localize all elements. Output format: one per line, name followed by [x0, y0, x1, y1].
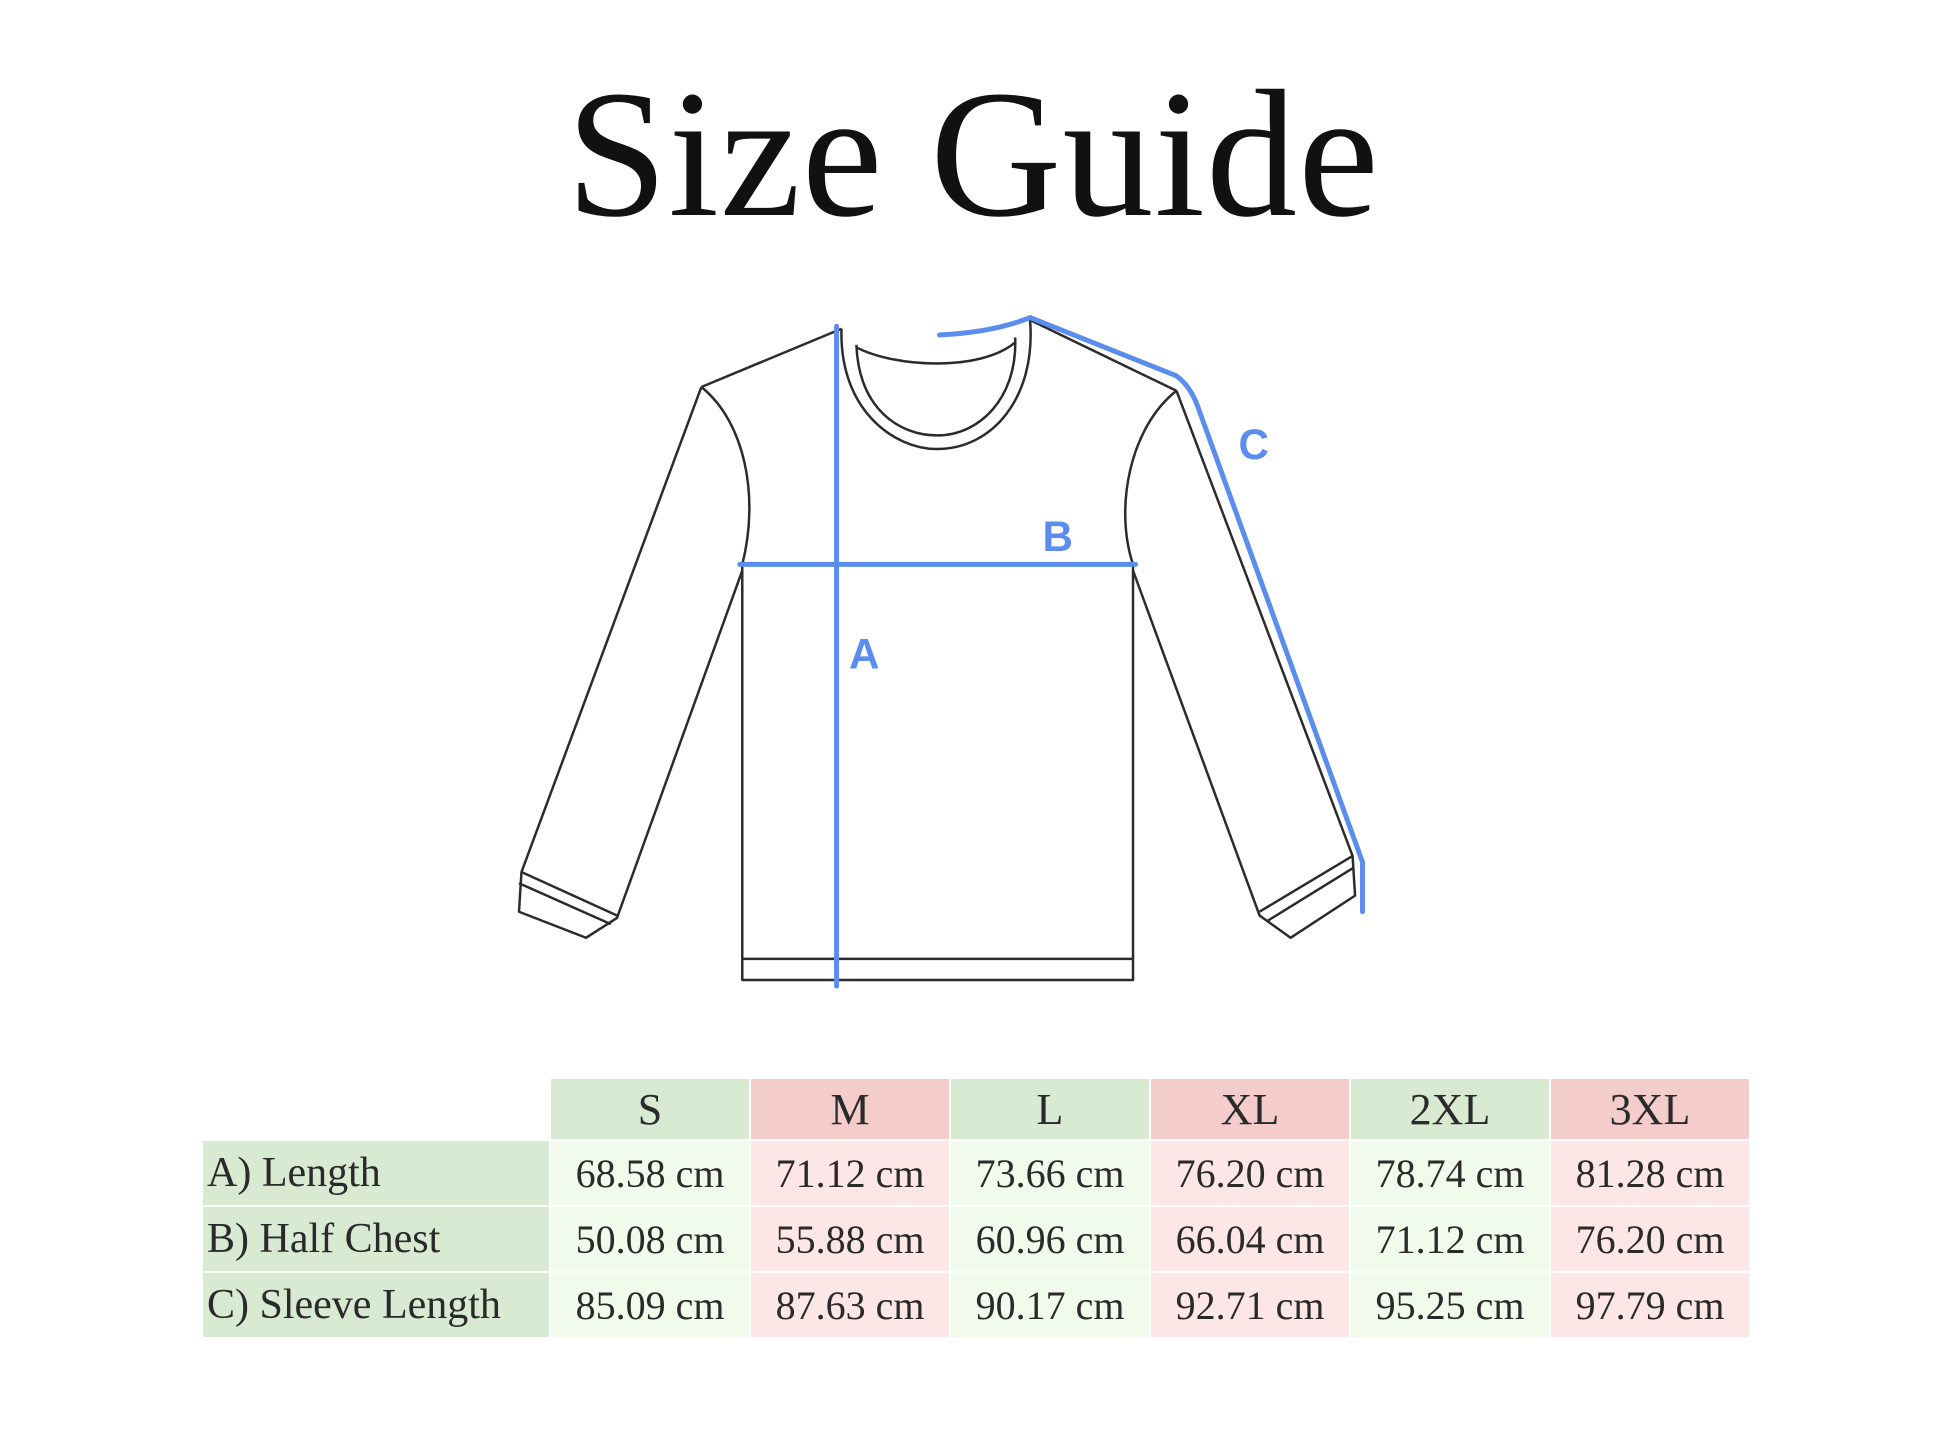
row-label: B) Half Chest: [203, 1207, 549, 1271]
size-header: 2XL: [1351, 1079, 1549, 1139]
right-sleeve: [1131, 390, 1357, 940]
table-cell: 71.12 cm: [1351, 1207, 1549, 1271]
page-title: Size Guide: [566, 54, 1380, 255]
right-armhole: [1124, 389, 1178, 565]
table-cell: 85.09 cm: [551, 1273, 749, 1337]
header-row: S M L XL 2XL 3XL: [203, 1079, 1749, 1139]
collar-outer: [840, 319, 1032, 451]
table-cell: 76.20 cm: [1151, 1141, 1349, 1205]
table-row: B) Half Chest 50.08 cm 55.88 cm 60.96 cm…: [203, 1207, 1749, 1271]
table-cell: 71.12 cm: [751, 1141, 949, 1205]
table-cell: 76.20 cm: [1551, 1207, 1749, 1271]
left-shoulder: [700, 327, 842, 389]
label-b: B: [1042, 513, 1072, 560]
right-cuff: [1258, 854, 1354, 922]
table-cell: 66.04 cm: [1151, 1207, 1349, 1271]
size-header: 3XL: [1551, 1079, 1749, 1139]
table-cell: 92.71 cm: [1151, 1273, 1349, 1337]
table-cell: 50.08 cm: [551, 1207, 749, 1271]
shirt-outline: [517, 318, 1357, 982]
table-cell: 81.28 cm: [1551, 1141, 1749, 1205]
table-cell: 55.88 cm: [751, 1207, 949, 1271]
table-cell: 90.17 cm: [951, 1273, 1149, 1337]
collar-inner: [855, 337, 1017, 437]
table-row: C) Sleeve Length 85.09 cm 87.63 cm 90.17…: [203, 1273, 1749, 1337]
row-label: C) Sleeve Length: [203, 1273, 549, 1337]
left-armhole: [700, 386, 751, 565]
table-cell: 60.96 cm: [951, 1207, 1149, 1271]
row-label: A) Length: [203, 1141, 549, 1205]
table-row: A) Length 68.58 cm 71.12 cm 73.66 cm 76.…: [203, 1141, 1749, 1205]
table-cell: 78.74 cm: [1351, 1141, 1549, 1205]
table-cell: 87.63 cm: [751, 1273, 949, 1337]
collar-band: [855, 341, 1016, 365]
size-header: L: [951, 1079, 1149, 1139]
label-c: C: [1238, 421, 1268, 468]
size-table: S M L XL 2XL 3XL A) Length 68.58 cm 71.1…: [201, 1077, 1751, 1339]
size-header: XL: [1151, 1079, 1349, 1139]
left-cuff: [518, 870, 618, 926]
size-header: M: [751, 1079, 949, 1139]
label-a: A: [849, 631, 879, 678]
body: [741, 564, 1135, 982]
size-header: S: [551, 1079, 749, 1139]
measurement-lines: [737, 314, 1365, 989]
right-shoulder: [1029, 318, 1177, 392]
table-cell: 68.58 cm: [551, 1141, 749, 1205]
table-cell: 97.79 cm: [1551, 1273, 1749, 1337]
table-cell: 95.25 cm: [1351, 1273, 1549, 1337]
sleeve-line-c: [937, 314, 1365, 915]
left-sleeve: [517, 386, 744, 940]
table-cell: 73.66 cm: [951, 1141, 1149, 1205]
